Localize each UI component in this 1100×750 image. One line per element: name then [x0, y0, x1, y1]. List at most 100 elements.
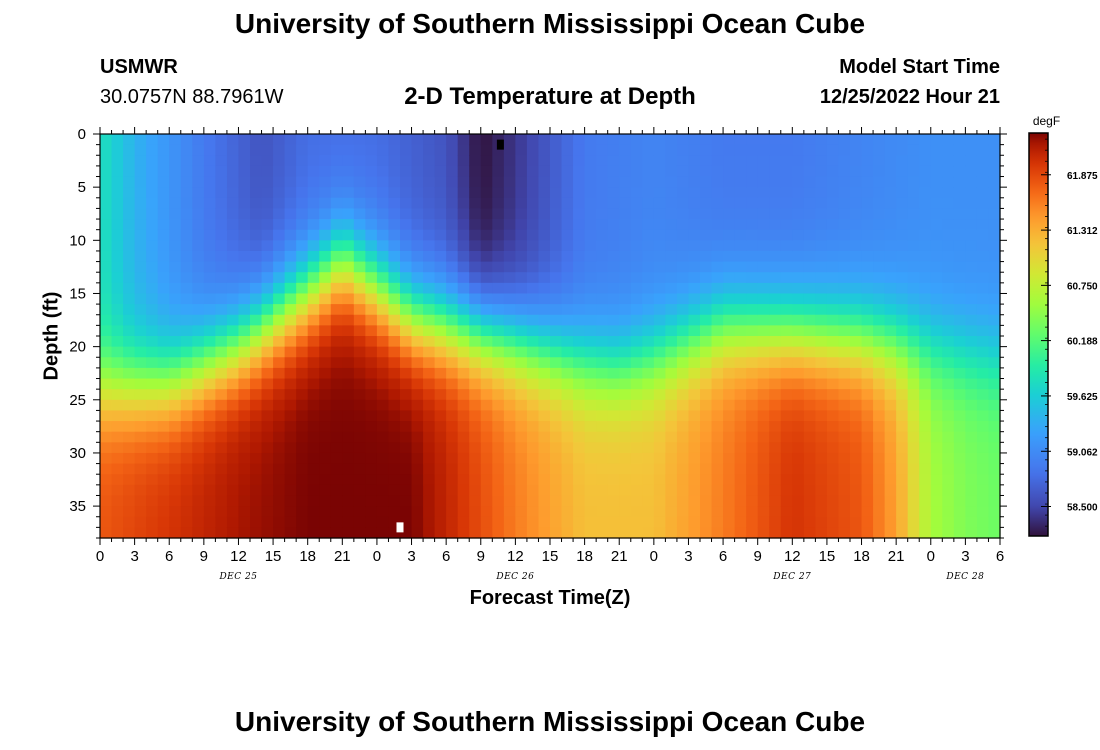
heatmap-cell [988, 410, 1001, 422]
heatmap-cell [446, 304, 459, 316]
heatmap-cell [665, 240, 678, 252]
heatmap-cell [353, 378, 366, 390]
heatmap-cell [250, 293, 263, 305]
heatmap-cell [123, 506, 136, 518]
heatmap-cell [976, 357, 990, 369]
heatmap-cell [711, 474, 724, 486]
heatmap-cell [180, 442, 193, 454]
heatmap-cell [803, 336, 816, 348]
heatmap-cell [250, 261, 263, 273]
heatmap-cell [423, 261, 436, 273]
heatmap-cell [469, 165, 482, 178]
heatmap-cell [446, 474, 459, 486]
heatmap-cell [676, 240, 690, 252]
heatmap-cell [676, 187, 690, 199]
heatmap-cell [861, 250, 874, 263]
heatmap-cell [723, 250, 736, 263]
heatmap-cell [780, 378, 793, 390]
heatmap-cell [850, 506, 863, 518]
heatmap-cell [850, 389, 863, 401]
heatmap-cell [619, 314, 632, 326]
heatmap-cell [492, 176, 505, 188]
heatmap-cell [573, 442, 586, 454]
heatmap-cell [342, 452, 355, 465]
heatmap-cell [688, 336, 701, 348]
x-tick-label: 12 [230, 548, 247, 565]
heatmap-cell [365, 250, 378, 263]
heatmap-cell [746, 367, 759, 380]
heatmap-cell [330, 261, 343, 273]
heatmap-cell [550, 421, 563, 433]
heatmap-cell [376, 484, 390, 497]
heatmap-cell [642, 399, 655, 412]
heatmap-cell [503, 165, 516, 178]
heatmap-cell [884, 527, 897, 539]
heatmap-cell [734, 442, 747, 454]
heatmap-cell [388, 144, 401, 156]
heatmap-cell [780, 197, 793, 210]
heatmap-cell [838, 421, 851, 433]
heatmap-cell [942, 208, 955, 220]
heatmap-cell [226, 134, 240, 146]
heatmap-cell [815, 410, 828, 422]
heatmap-cell [365, 431, 378, 443]
heatmap-cell [769, 410, 782, 422]
heatmap-cell [423, 240, 436, 252]
heatmap-cell [319, 367, 332, 380]
heatmap-cell [665, 421, 678, 433]
heatmap-cell [896, 272, 909, 284]
heatmap-cell [896, 484, 909, 497]
heatmap-cell [965, 463, 978, 475]
x-tick-label: 18 [853, 548, 870, 565]
heatmap-cell [376, 304, 390, 316]
heatmap-cell [434, 442, 447, 454]
heatmap-cell [596, 463, 609, 475]
heatmap-cell [526, 240, 540, 252]
heatmap-cell [896, 176, 909, 188]
heatmap-cell [976, 293, 990, 305]
heatmap-cell [330, 442, 343, 454]
heatmap-cell [653, 229, 666, 241]
heatmap-cell [446, 197, 459, 210]
heatmap-cell [584, 378, 597, 390]
heatmap-cell [965, 229, 978, 241]
heatmap-cell [203, 346, 216, 358]
heatmap-cell [192, 399, 205, 412]
heatmap-cell [550, 463, 563, 475]
heatmap-cell [538, 250, 551, 263]
heatmap-cell [711, 421, 724, 433]
heatmap-cell [723, 240, 736, 252]
heatmap-cell [365, 240, 378, 252]
heatmap-cell [342, 367, 355, 380]
heatmap-cell [296, 304, 309, 316]
heatmap-cell [480, 506, 493, 518]
colorbar-tick-label: 60.750 [1067, 281, 1098, 292]
heatmap-cell [400, 378, 413, 390]
heatmap-cell [873, 134, 886, 146]
heatmap-cell [296, 229, 309, 241]
heatmap-cell [423, 452, 436, 465]
heatmap-cell [757, 336, 770, 348]
heatmap-cell [700, 176, 713, 188]
heatmap-cell [942, 399, 955, 412]
heatmap-cell [907, 442, 920, 454]
x-tick-label: 18 [576, 548, 593, 565]
heatmap-cell [192, 219, 205, 231]
heatmap-cell [930, 197, 943, 210]
heatmap-cell [850, 250, 863, 263]
heatmap-cell [296, 282, 309, 295]
heatmap-cell [873, 431, 886, 443]
heatmap-cell [573, 325, 586, 337]
heatmap-cell [492, 197, 505, 210]
heatmap-cell [123, 357, 136, 369]
heatmap-cell [446, 484, 459, 497]
heatmap-cell [365, 144, 378, 156]
heatmap-cell [630, 452, 643, 465]
heatmap-cell [273, 208, 286, 220]
heatmap-cell [157, 155, 170, 167]
heatmap-cell [192, 325, 205, 337]
heatmap-cell [792, 208, 805, 220]
heatmap-cell [434, 250, 447, 263]
heatmap-cell [700, 367, 713, 380]
heatmap-cell [215, 304, 228, 316]
